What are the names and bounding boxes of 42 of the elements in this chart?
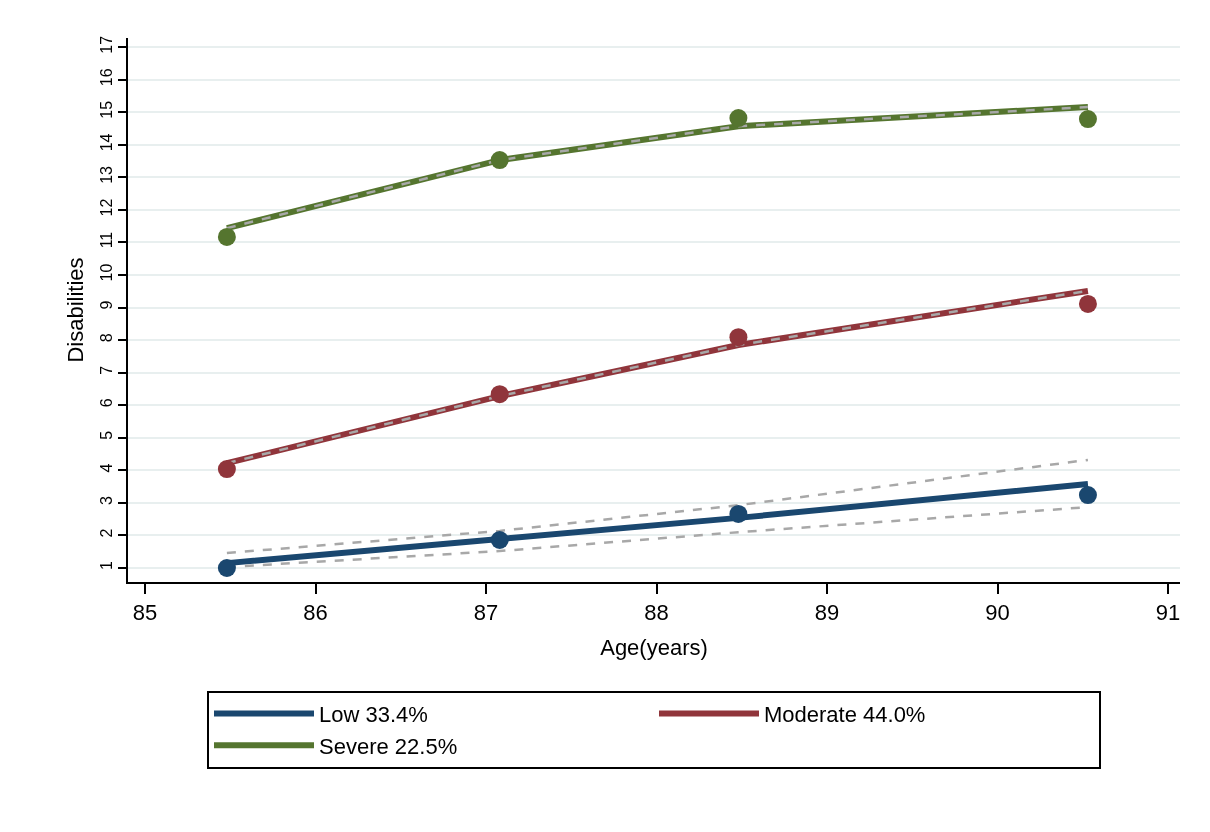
x-tick-label: 87 [473, 600, 499, 626]
y-tick-label: 13 [97, 165, 115, 184]
y-tick-label: 6 [97, 398, 115, 408]
point [217, 559, 236, 577]
point [1078, 110, 1097, 129]
point [217, 227, 236, 246]
y-tick-label: 11 [97, 231, 115, 249]
x-tick-label: 86 [303, 600, 328, 626]
line-series [225, 458, 1090, 555]
y-tick-label: 17 [97, 35, 115, 54]
y-tick-label: 3 [97, 495, 115, 505]
x-tick-label: 85 [132, 600, 158, 626]
point [729, 109, 748, 128]
point [490, 151, 509, 170]
x-axis-title: Age(years) [600, 634, 708, 660]
y-tick-label: 10 [97, 263, 115, 282]
legend-label: Moderate 44.0% [764, 702, 926, 728]
y-tick-label: 5 [97, 430, 115, 440]
y-tick-label: 15 [97, 100, 115, 119]
point [1078, 294, 1097, 313]
x-tick-label: 90 [985, 600, 1010, 626]
x-tick-label: 88 [644, 600, 669, 626]
point [729, 504, 748, 523]
y-tick-label: 1 [97, 561, 115, 571]
point [490, 385, 509, 404]
x-tick-label: 91 [1155, 600, 1181, 626]
y-tick-label: 16 [97, 68, 115, 87]
y-tick-label: 9 [97, 300, 115, 310]
point [217, 460, 236, 479]
y-tick-label: 14 [97, 133, 115, 152]
y-tick-label: 8 [97, 333, 115, 343]
y-tick-label: 7 [97, 365, 115, 375]
legend-label: Low 33.4% [319, 702, 428, 728]
y-tick-label: 4 [97, 463, 115, 473]
x-tick-label: 89 [814, 600, 840, 626]
legend-label: Severe 22.5% [319, 733, 458, 759]
y-axis-title: Disabilities [62, 257, 88, 363]
point [1078, 486, 1097, 505]
point [729, 328, 748, 347]
y-tick-label: 2 [97, 528, 115, 538]
y-tick-label: 12 [97, 198, 115, 217]
point [490, 531, 509, 549]
